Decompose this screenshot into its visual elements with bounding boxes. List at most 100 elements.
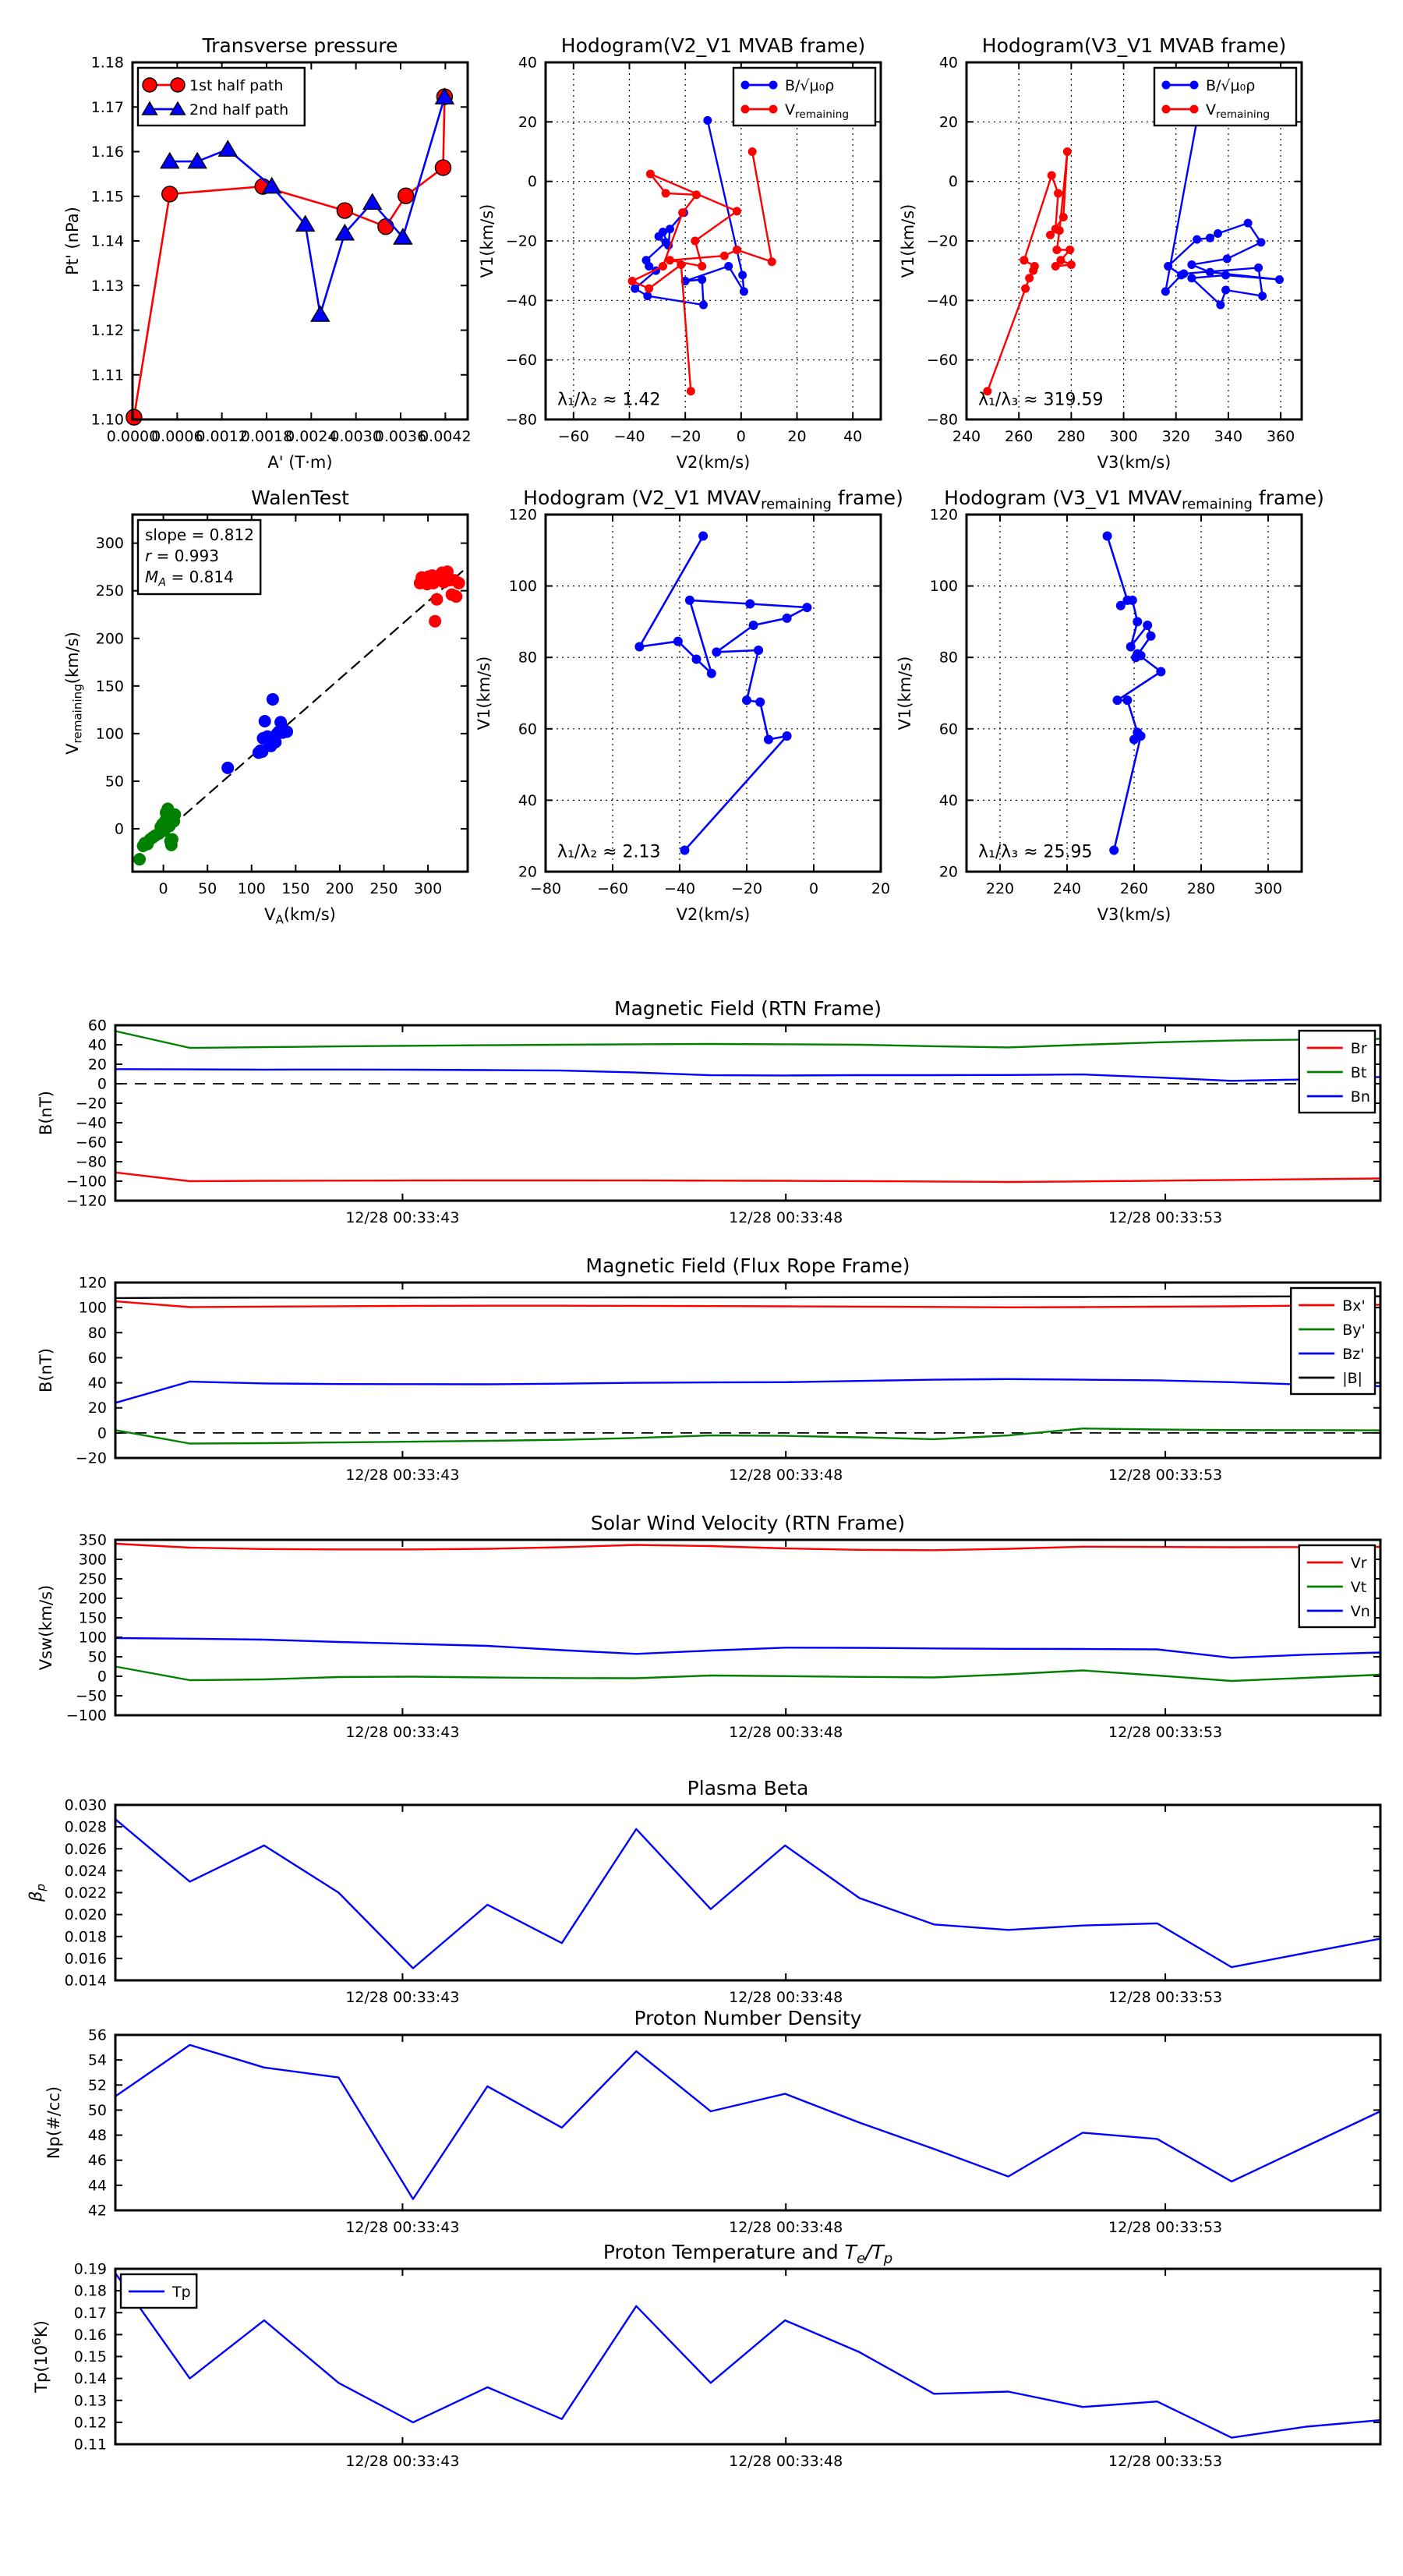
x-tick-label: 12/28 00:33:48 (729, 2219, 843, 2236)
y-tick-label: 0 (97, 1424, 107, 1442)
chart-magnetic-field-flux-rope: 12/28 00:33:43 12/28 00:33:48 12/28 00:33:… (37, 1254, 1382, 1484)
y-tick-label: −40 (927, 292, 958, 310)
x-tick-label: 0.0036 (375, 428, 426, 445)
series--b- (114, 1295, 1382, 1300)
x-tick-label: 240 (952, 428, 981, 445)
x-tick-label: 340 (1214, 428, 1242, 445)
y-tick-label: 0.024 (65, 1863, 107, 1880)
legend-label: Vn (1351, 1603, 1370, 1620)
y-tick-label: 300 (79, 1552, 107, 1569)
y-tick-label: 0 (949, 173, 958, 190)
y-tick-label: 40 (88, 1037, 107, 1054)
y-axis-label: B(nT) (37, 1348, 55, 1392)
y-tick-label: 40 (939, 792, 958, 809)
y-tick-label: −80 (76, 1154, 107, 1171)
series-2nd-half-path (160, 87, 455, 322)
series-by- (114, 1427, 1382, 1445)
x-tick-label: 300 (1254, 880, 1282, 897)
series-middle (221, 692, 294, 774)
y-tick-label: 0.17 (74, 2305, 107, 2322)
x-tick-label: 12/28 00:33:43 (345, 2219, 459, 2236)
series-1st-half-path (125, 88, 454, 426)
y-tick-label: −20 (76, 1450, 107, 1467)
x-tick-label: 40 (843, 428, 862, 445)
x-tick-label: 12/28 00:33:48 (729, 1724, 843, 1741)
x-tick-label: 12/28 00:33:53 (1108, 2219, 1222, 2236)
legend: Br Bt Bn (1298, 1029, 1376, 1114)
y-tick-label: 60 (939, 720, 958, 738)
y-tick-label: 0.13 (74, 2392, 107, 2409)
y-tick-label: 200 (96, 630, 124, 647)
y-tick-label: 54 (88, 2052, 107, 2069)
x-tick-label: 12/28 00:33:53 (1108, 1989, 1222, 2006)
y-tick-label: 0.014 (65, 1973, 107, 1990)
legend: 1st half path 2nd half path (136, 66, 306, 127)
x-tick-label: 300 (1109, 428, 1137, 445)
chart-plasma-beta: 12/28 00:33:43 12/28 00:33:48 12/28 00:33:… (27, 1777, 1382, 2006)
y-tick-label: 20 (88, 1399, 107, 1417)
y-axis-label: Tp(106K) (30, 2320, 51, 2394)
y-tick-label: 0.020 (65, 1906, 107, 1923)
x-tick-label: 12/28 00:33:53 (1108, 1724, 1222, 1741)
chart-title: Hodogram(V2_V1 MVAB frame) (561, 34, 865, 57)
y-tick-label: 1.13 (91, 278, 124, 295)
x-tick-label: 260 (1005, 428, 1033, 445)
y-tick-label: 52 (88, 2077, 107, 2094)
x-tick-label: 12/28 00:33:53 (1108, 2453, 1222, 2470)
series-fit (131, 565, 469, 862)
series-v-remaining (634, 531, 812, 855)
y-tick-label: 20 (939, 864, 958, 881)
x-tick-label: 0.0030 (330, 428, 381, 445)
x-tick-label: 12/28 00:33:48 (729, 1467, 843, 1484)
lambda-ratio-annotation: λ₁/λ₃ ≈ 25.95 (978, 843, 1093, 862)
y-tick-label: 0.14 (74, 2370, 107, 2387)
y-tick-label: 1.12 (91, 322, 124, 339)
y-axis-label: Pt' (nPa) (63, 207, 82, 275)
x-tick-label: 0.0012 (196, 428, 247, 445)
y-tick-label: 0.018 (65, 1928, 107, 1945)
legend-label: Bx' (1342, 1297, 1366, 1315)
y-tick-label: 100 (930, 578, 958, 595)
x-tick-label: 0 (159, 880, 168, 897)
legend-label: 2nd half path (189, 101, 288, 119)
legend-label: Vremaining (785, 101, 849, 121)
y-tick-label: 200 (79, 1591, 107, 1608)
x-axis-label: V2(km/s) (677, 453, 751, 472)
legend-label: |B| (1342, 1370, 1362, 1387)
x-tick-label: −40 (664, 880, 695, 897)
y-tick-label: 0 (97, 1668, 107, 1686)
y-tick-label: 0.18 (74, 2283, 107, 2300)
y-tick-label: 100 (79, 1300, 107, 1317)
y-tick-label: 100 (79, 1629, 107, 1647)
lambda-ratio-annotation: λ₁/λ₂ ≈ 1.42 (557, 391, 661, 410)
lambda-ratio-annotation: λ₁/λ₃ ≈ 319.59 (978, 391, 1104, 410)
y-tick-label: 44 (88, 2177, 107, 2194)
x-tick-label: 250 (369, 880, 398, 897)
chart-proton-number-density: 12/28 00:33:43 12/28 00:33:48 12/28 00:33:… (44, 2007, 1382, 2236)
y-tick-label: 0.11 (74, 2436, 107, 2454)
y-tick-label: 1.15 (91, 188, 124, 205)
chart-hodogram-v3v1-mvab: 240 260 280 300 320 340 360 −80 −60 −40 −20 0 20 40 Ho… (899, 34, 1303, 472)
y-tick-label: 250 (96, 582, 124, 600)
x-tick-label: 12/28 00:33:53 (1108, 1209, 1222, 1226)
x-axis-label: VA(km/s) (264, 905, 336, 927)
x-tick-label: 0.0018 (241, 428, 292, 445)
y-tick-label: 20 (88, 1056, 107, 1074)
x-tick-label: 20 (787, 428, 806, 445)
x-tick-label: 12/28 00:33:43 (345, 1209, 459, 1226)
y-tick-label: 80 (939, 649, 958, 667)
x-axis-label: A' (T·m) (267, 453, 332, 472)
legend-label: Bn (1351, 1088, 1370, 1106)
y-tick-label: 100 (509, 578, 537, 595)
y-tick-label: −60 (927, 352, 958, 369)
y-tick-label: 48 (88, 2127, 107, 2144)
chart-title: Solar Wind Velocity (RTN Frame) (591, 1512, 905, 1534)
y-tick-label: 0.022 (65, 1884, 107, 1902)
chart-title: Plasma Beta (687, 1777, 809, 1799)
legend-label: By' (1342, 1322, 1366, 1339)
x-tick-label: 320 (1162, 428, 1190, 445)
x-axis-label: V3(km/s) (1097, 905, 1172, 924)
y-tick-label: 60 (88, 1017, 107, 1035)
y-tick-label: 0.12 (74, 2414, 107, 2431)
